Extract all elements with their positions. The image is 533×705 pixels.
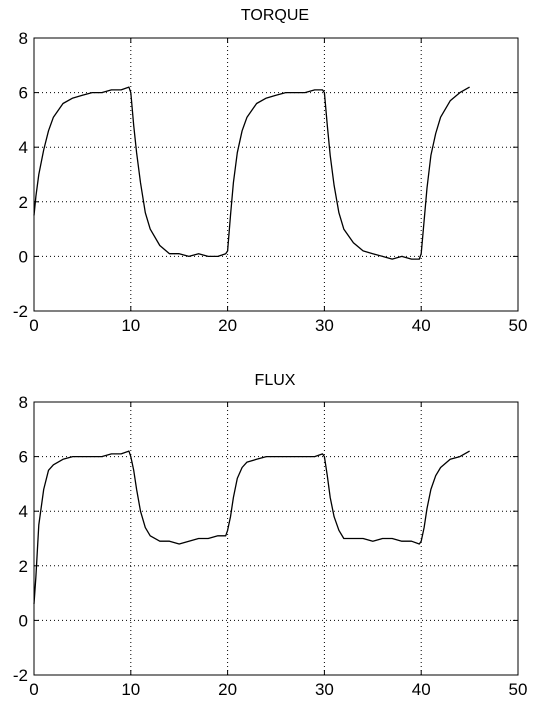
torque-ytick-label-2: 2 — [19, 193, 28, 212]
torque-ytick-label-5: 8 — [19, 29, 28, 48]
torque-series-line-0 — [33, 86, 470, 260]
torque-xtick-label-1: 10 — [121, 316, 140, 335]
flux-xtick-label-2: 20 — [218, 680, 237, 699]
flux-ytick-label-1: 0 — [19, 611, 28, 630]
torque-axes-box — [33, 37, 519, 312]
torque-xtick-label-4: 40 — [412, 316, 431, 335]
torque-xtick-label-5: 50 — [509, 316, 528, 335]
torque-ytick-label-1: 0 — [19, 247, 28, 266]
flux-ytick-label-2: 2 — [19, 557, 28, 576]
flux-series-line-0 — [33, 450, 470, 605]
flux-xtick-label-0: 0 — [29, 680, 38, 699]
flux-ytick-label-5: 8 — [19, 393, 28, 412]
flux-ytick-label-3: 4 — [19, 502, 28, 521]
torque-ytick-label-4: 6 — [19, 84, 28, 103]
torque-xtick-label-3: 30 — [315, 316, 334, 335]
flux-xtick-label-4: 40 — [412, 680, 431, 699]
flux-xtick-label-1: 10 — [121, 680, 140, 699]
flux-axes-box — [33, 401, 519, 676]
flux-chart-title: FLUX — [255, 372, 296, 389]
torque-chart-title: TORQUE — [241, 7, 309, 24]
torque-ytick-label-0: -2 — [13, 302, 28, 321]
flux-xtick-label-3: 30 — [315, 680, 334, 699]
flux-ytick-label-4: 6 — [19, 448, 28, 467]
torque-ytick-label-3: 4 — [19, 138, 28, 157]
torque-xtick-label-2: 20 — [218, 316, 237, 335]
flux-xtick-label-5: 50 — [509, 680, 528, 699]
torque-xtick-label-0: 0 — [29, 316, 38, 335]
flux-ytick-label-0: -2 — [13, 666, 28, 685]
